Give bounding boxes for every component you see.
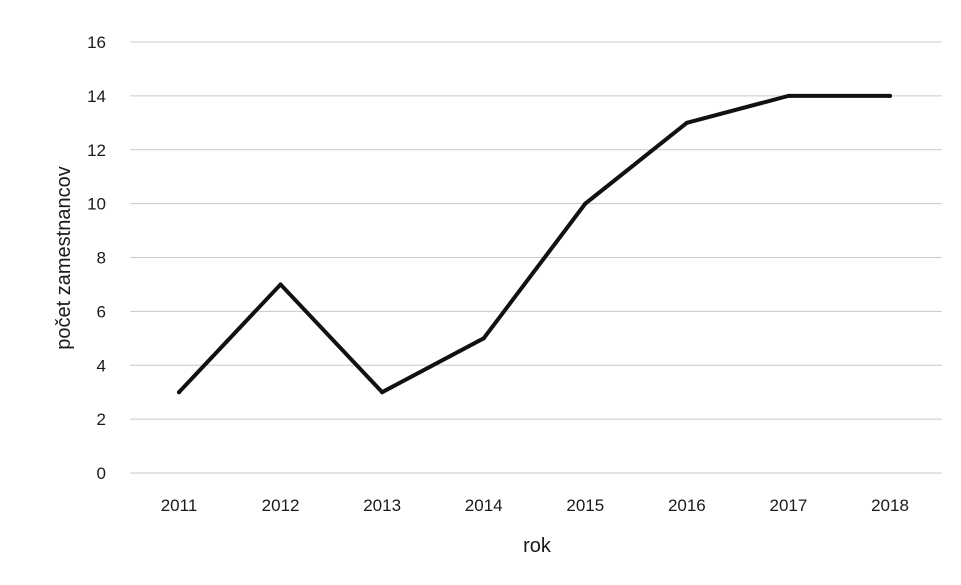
data-point-2013 — [380, 390, 385, 395]
x-tick-label: 2018 — [871, 496, 909, 515]
y-tick-label: 10 — [87, 195, 106, 214]
data-point-2011 — [177, 390, 181, 395]
data-point-2015 — [583, 201, 588, 206]
series-line-0 — [177, 93, 892, 395]
y-tick-label: 16 — [87, 33, 106, 52]
y-tick-label: 12 — [87, 141, 106, 160]
y-axis-ticks: 0 2 4 6 8 10 12 14 16 — [87, 33, 106, 483]
y-tick-label: 8 — [97, 249, 106, 268]
x-axis-title: rok — [523, 535, 552, 557]
data-point-2016 — [684, 120, 689, 125]
y-axis-title: počet zamestnancov — [53, 166, 75, 349]
data-point-2018 — [888, 93, 892, 98]
x-tick-label: 2014 — [465, 496, 503, 515]
y-tick-label: 2 — [97, 410, 106, 429]
y-tick-label: 0 — [97, 464, 106, 483]
x-axis-ticks: 2011 2012 2013 2014 2015 2016 2017 2018 — [161, 496, 909, 515]
series-layer — [177, 93, 892, 395]
data-point-2017 — [786, 93, 791, 98]
gridlines — [130, 41, 942, 474]
x-tick-label: 2017 — [770, 496, 808, 515]
x-tick-label: 2011 — [161, 496, 198, 515]
x-tick-label: 2015 — [566, 496, 604, 515]
data-point-2014 — [481, 336, 486, 341]
x-tick-label: 2013 — [363, 496, 401, 515]
y-tick-label: 6 — [97, 302, 106, 321]
y-tick-label: 4 — [97, 356, 106, 375]
x-tick-label: 2012 — [262, 496, 300, 515]
x-tick-label: 2016 — [668, 496, 706, 515]
data-point-2012 — [278, 282, 283, 287]
y-tick-label: 14 — [87, 87, 106, 106]
